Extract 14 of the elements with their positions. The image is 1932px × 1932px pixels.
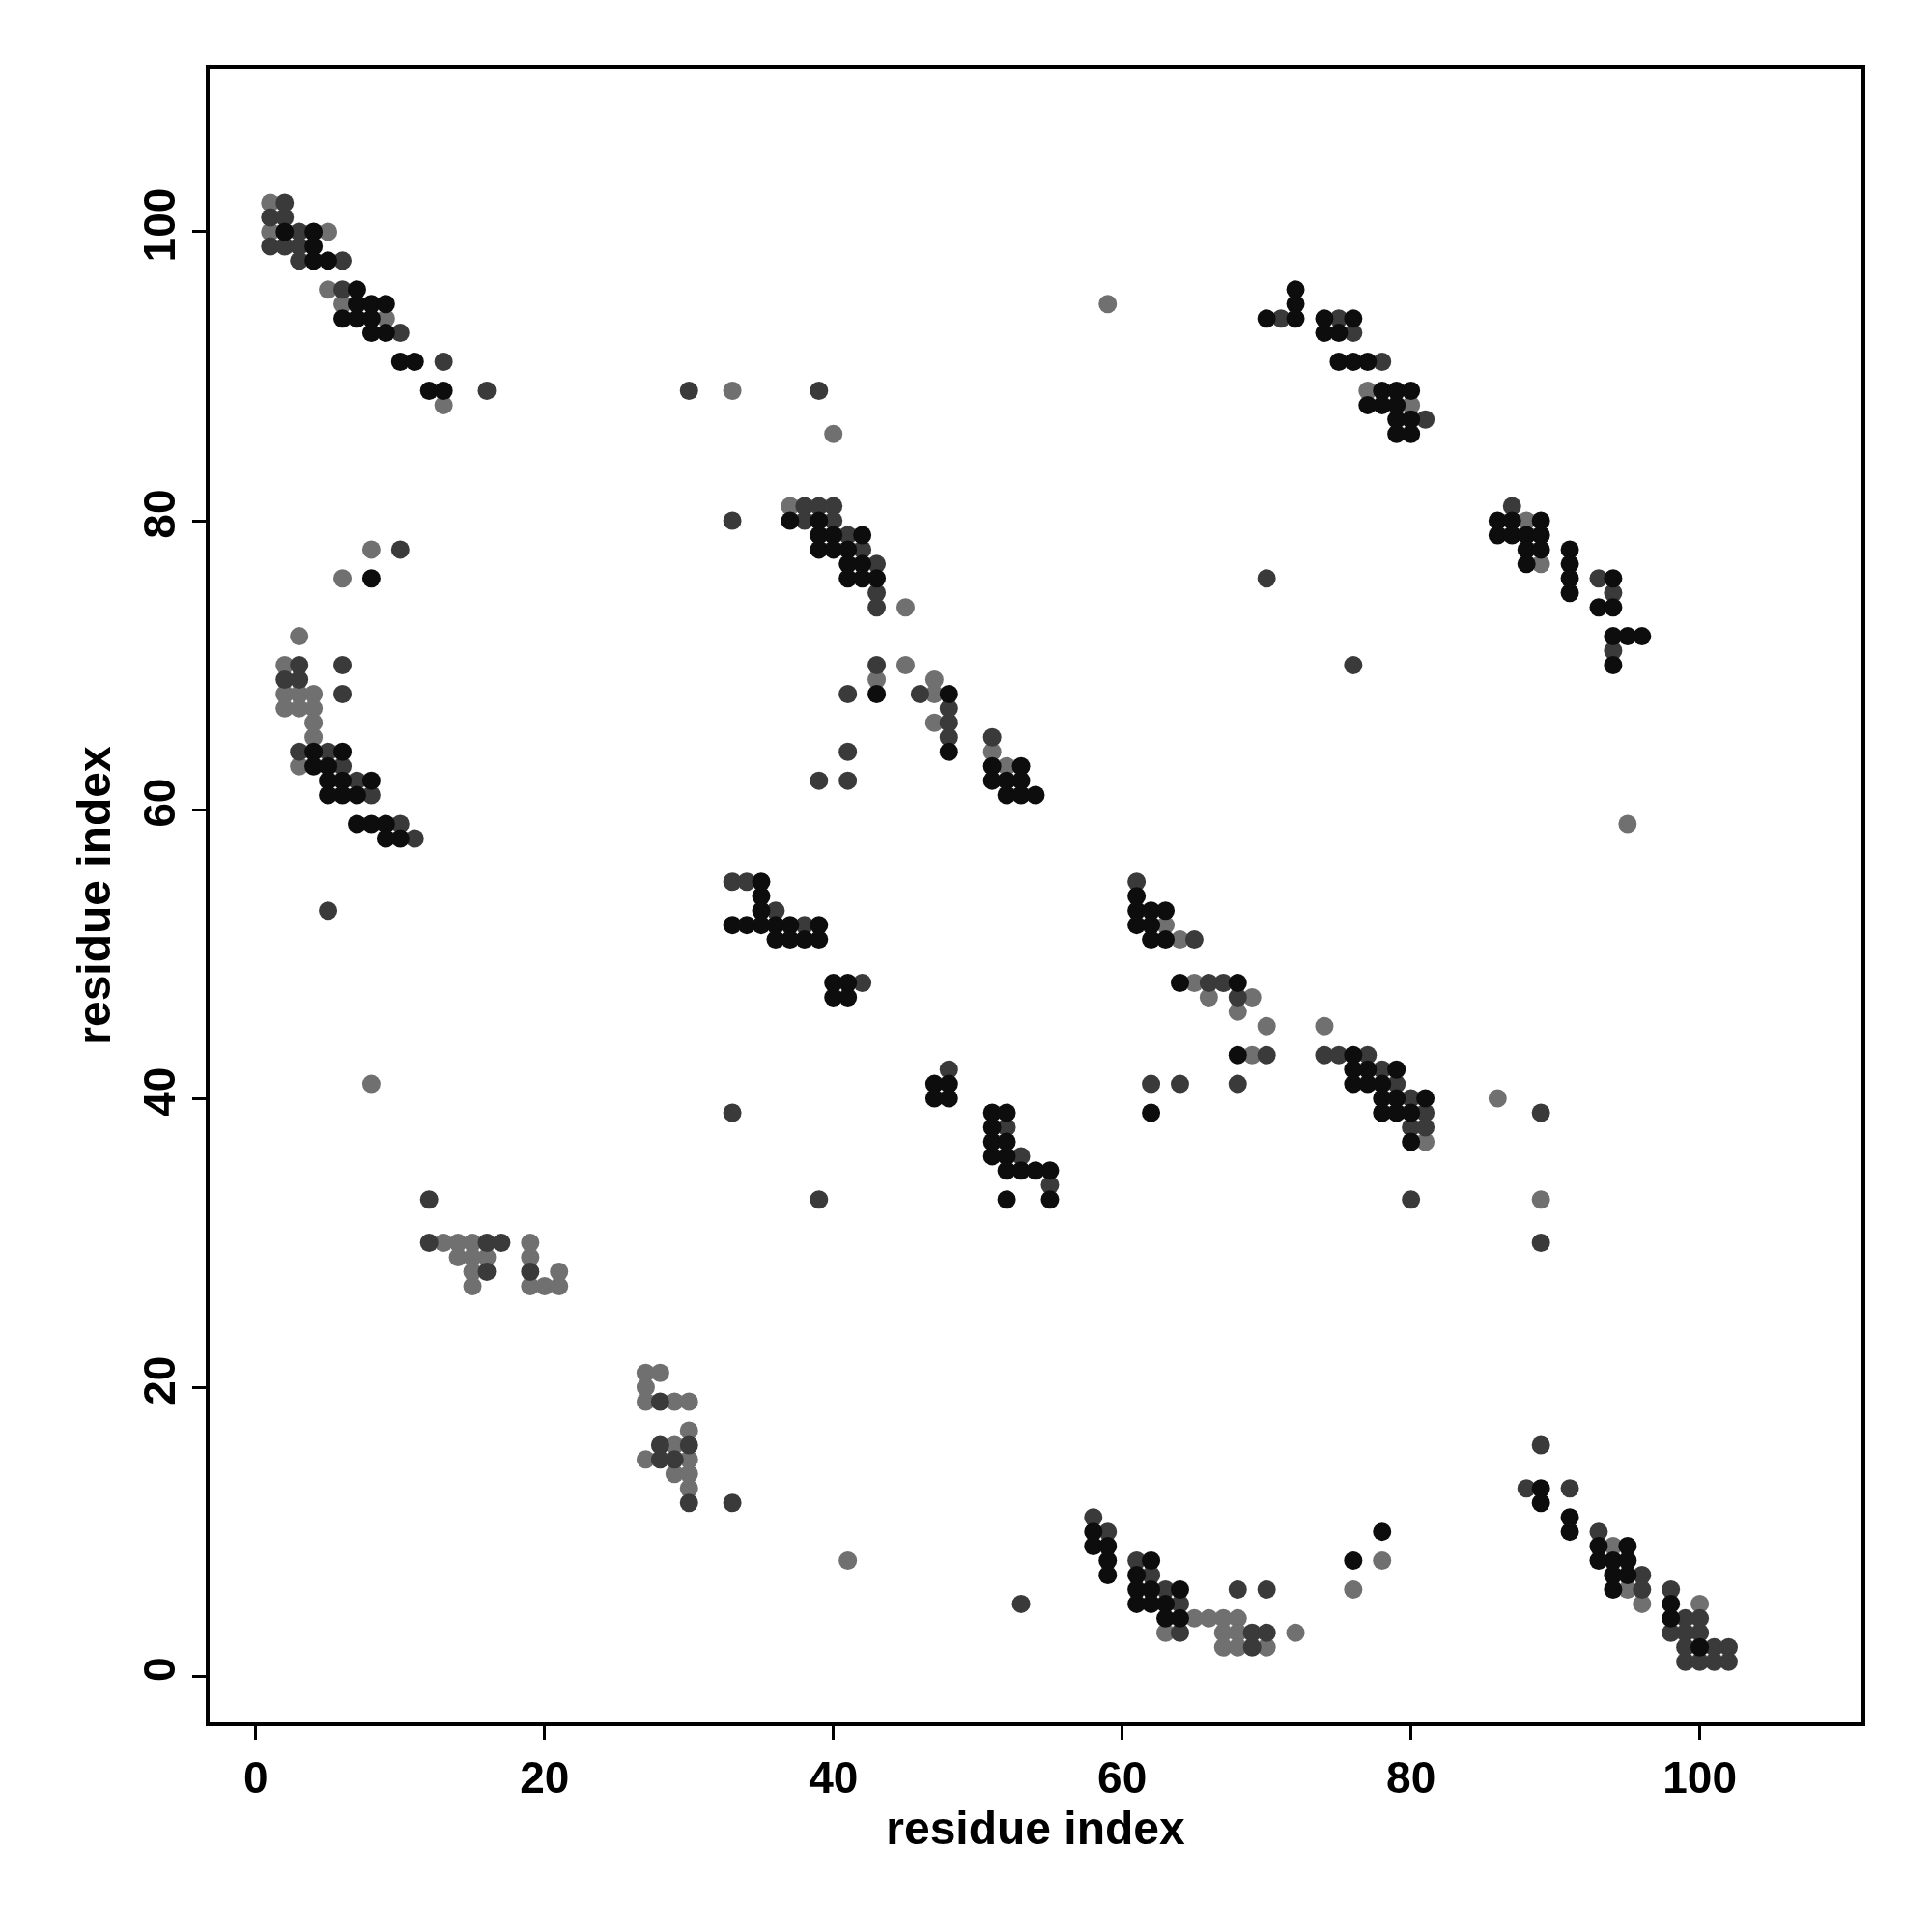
y-tick-label: 100 (133, 187, 185, 263)
y-tick-label: 40 (133, 1066, 185, 1117)
x-tick-label: 20 (520, 1752, 570, 1804)
y-tick-label: 60 (133, 778, 185, 828)
x-axis-title: residue index (886, 1803, 1186, 1855)
x-tick-label: 40 (809, 1752, 859, 1804)
x-tick-label: 100 (1662, 1752, 1737, 1804)
y-tick-label: 20 (133, 1355, 185, 1406)
x-tick-label: 80 (1386, 1752, 1436, 1804)
x-tick-label: 0 (243, 1752, 269, 1804)
y-tick-label: 80 (133, 489, 185, 539)
y-axis-title: residue index (68, 745, 120, 1045)
x-tick-label: 60 (1097, 1752, 1148, 1804)
y-tick-label: 0 (133, 1657, 185, 1683)
